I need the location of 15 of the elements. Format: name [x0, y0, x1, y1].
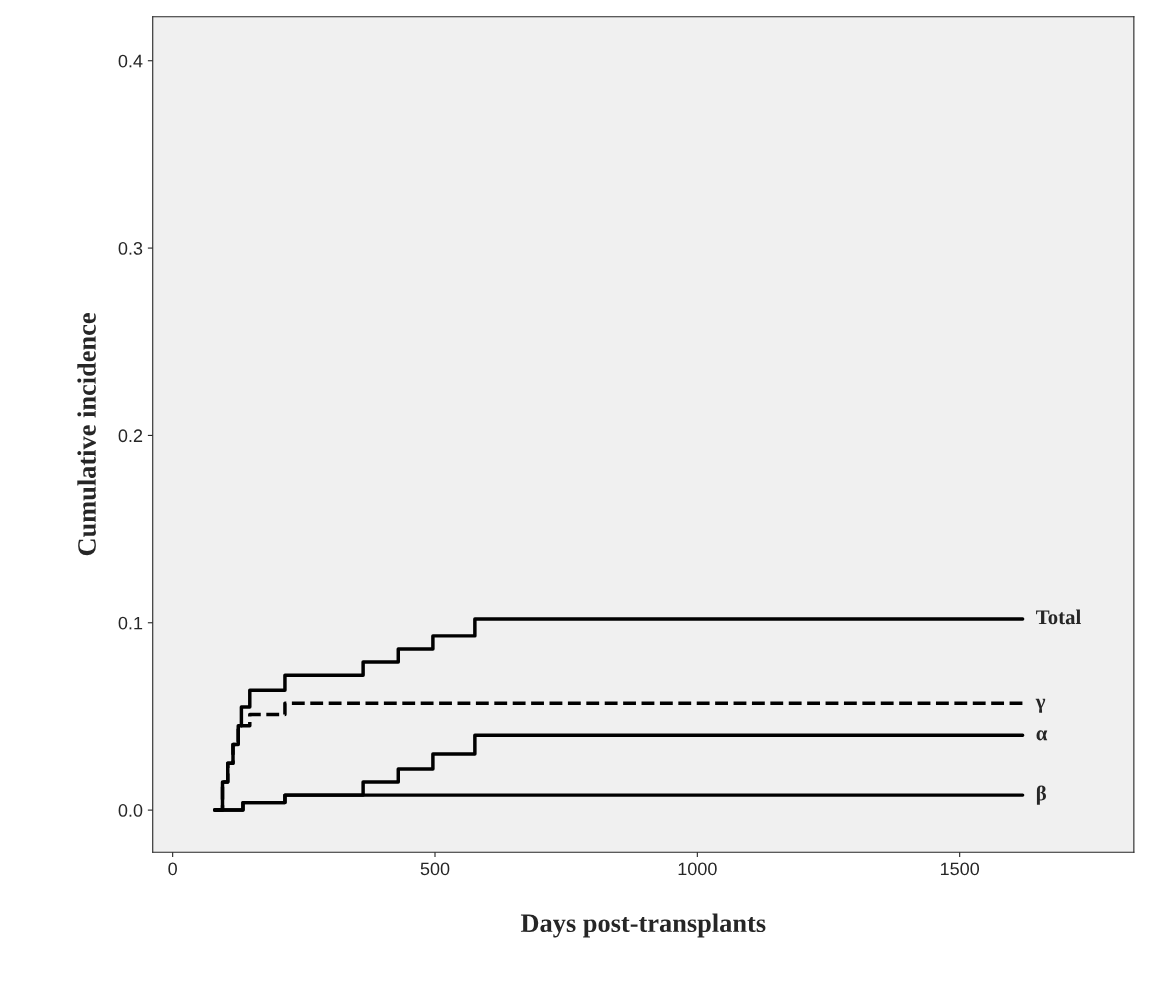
y-tick-label: 0.2	[118, 429, 143, 443]
x-axis-title: Days post-transplants	[520, 913, 766, 938]
series-label: Total	[1036, 609, 1081, 625]
y-tick-label: 0.0	[118, 804, 143, 817]
y-tick-label: 0.4	[118, 54, 143, 68]
x-tick-label: 1500	[940, 862, 980, 876]
y-tick-label: 0.1	[118, 616, 143, 630]
series-label: α	[1036, 730, 1048, 741]
y-axis-title: Cumulative incidence	[77, 313, 96, 556]
x-tick-label: 0	[168, 862, 177, 876]
x-tick-label: 500	[420, 862, 450, 876]
series-label: γ	[1035, 698, 1046, 713]
x-tick-label: 1000	[678, 862, 717, 876]
y-tick-label: 0.3	[118, 242, 143, 255]
series-label: β	[1036, 785, 1046, 805]
